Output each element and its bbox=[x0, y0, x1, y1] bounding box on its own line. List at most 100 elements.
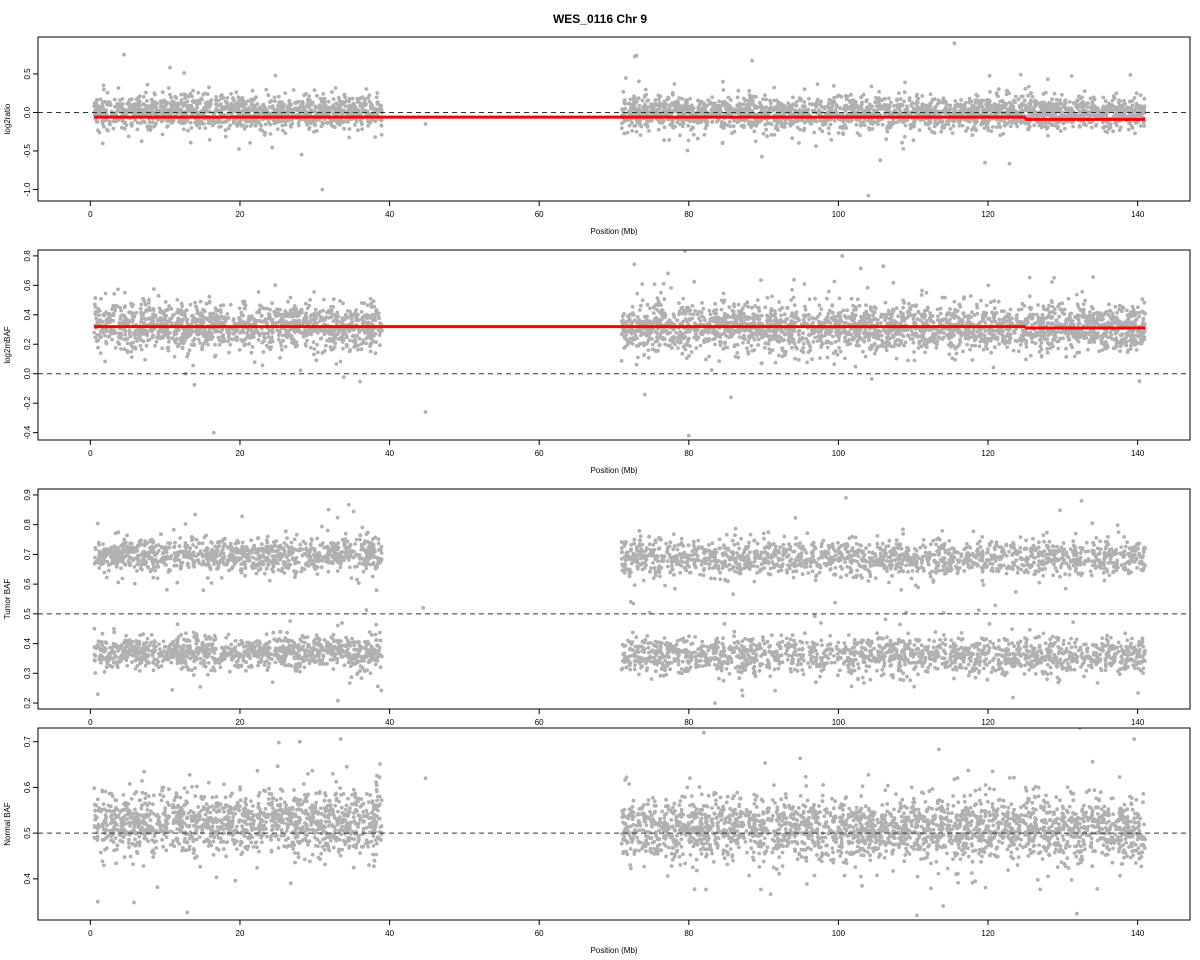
data-point bbox=[138, 343, 143, 348]
data-point bbox=[790, 136, 795, 141]
data-point bbox=[376, 102, 381, 106]
data-point bbox=[932, 107, 936, 111]
data-point bbox=[287, 98, 292, 103]
data-point bbox=[1058, 98, 1062, 103]
data-point bbox=[655, 110, 660, 114]
data-point bbox=[169, 121, 174, 125]
data-point bbox=[1045, 77, 1050, 82]
data-point bbox=[854, 105, 859, 110]
data-point bbox=[366, 123, 371, 128]
data-point bbox=[163, 320, 168, 325]
data-point bbox=[373, 351, 378, 356]
data-point bbox=[206, 337, 210, 342]
data-point bbox=[364, 87, 369, 91]
data-point bbox=[903, 80, 907, 85]
data-point bbox=[178, 110, 183, 114]
data-point bbox=[686, 138, 691, 143]
data-point bbox=[142, 321, 147, 326]
data-point bbox=[122, 52, 126, 57]
data-point bbox=[988, 90, 992, 94]
data-point bbox=[667, 138, 672, 142]
data-point bbox=[910, 101, 915, 105]
data-point bbox=[238, 119, 242, 124]
data-point bbox=[260, 305, 265, 310]
data-point bbox=[332, 328, 337, 333]
data-point bbox=[912, 118, 917, 123]
data-point bbox=[270, 145, 275, 150]
data-point bbox=[104, 108, 109, 113]
data-point bbox=[280, 123, 285, 128]
data-point bbox=[721, 88, 726, 92]
data-point bbox=[245, 331, 250, 336]
data-point bbox=[661, 104, 666, 109]
data-point bbox=[226, 316, 231, 320]
data-point bbox=[163, 300, 168, 304]
data-point bbox=[1003, 101, 1007, 106]
data-point bbox=[118, 105, 122, 110]
data-point bbox=[313, 307, 318, 312]
data-point bbox=[131, 345, 136, 350]
data-point bbox=[632, 94, 636, 99]
data-point bbox=[101, 100, 105, 104]
data-point bbox=[249, 102, 254, 107]
data-point bbox=[128, 310, 133, 315]
data-point bbox=[158, 108, 162, 113]
data-point bbox=[125, 341, 130, 346]
data-point bbox=[1024, 108, 1029, 113]
data-point bbox=[109, 112, 114, 117]
data-point bbox=[336, 330, 341, 335]
data-point bbox=[967, 99, 972, 104]
data-point bbox=[150, 335, 155, 340]
data-point bbox=[122, 313, 127, 318]
data-point bbox=[114, 112, 119, 117]
data-point bbox=[117, 342, 122, 346]
data-point bbox=[169, 321, 174, 325]
data-point bbox=[122, 305, 127, 310]
data-point bbox=[358, 118, 363, 123]
data-point bbox=[141, 311, 146, 316]
data-point bbox=[270, 321, 275, 325]
data-point bbox=[379, 132, 384, 137]
data-point bbox=[267, 105, 272, 109]
data-point bbox=[368, 316, 373, 320]
data-point bbox=[1027, 124, 1032, 129]
data-point bbox=[1122, 99, 1126, 103]
data-point bbox=[141, 316, 146, 320]
data-point bbox=[332, 117, 337, 122]
data-point bbox=[215, 119, 220, 124]
data-point bbox=[941, 96, 946, 101]
data-point bbox=[768, 98, 772, 103]
data-point bbox=[223, 319, 228, 324]
data-point bbox=[143, 108, 147, 113]
data-point bbox=[902, 90, 907, 95]
data-point bbox=[676, 101, 680, 106]
data-point bbox=[1024, 120, 1029, 125]
data-point bbox=[1082, 89, 1087, 93]
data-point bbox=[237, 347, 242, 352]
data-point bbox=[764, 97, 768, 102]
data-point bbox=[254, 107, 259, 112]
data-point bbox=[772, 85, 777, 90]
x-tick-label: 80 bbox=[684, 210, 693, 219]
data-point bbox=[329, 315, 334, 320]
data-point bbox=[359, 342, 363, 346]
data-point bbox=[778, 120, 783, 124]
data-point bbox=[867, 127, 872, 132]
data-point bbox=[759, 118, 763, 123]
data-point bbox=[196, 90, 201, 95]
data-point bbox=[107, 334, 112, 339]
data-point bbox=[788, 123, 793, 128]
data-point bbox=[214, 313, 219, 317]
data-point bbox=[951, 124, 956, 128]
data-point bbox=[1101, 120, 1105, 125]
data-point bbox=[1142, 110, 1147, 115]
data-point bbox=[276, 320, 280, 325]
data-point bbox=[200, 97, 204, 102]
data-point bbox=[100, 119, 105, 123]
data-point bbox=[353, 337, 358, 342]
data-point bbox=[844, 103, 849, 108]
data-point bbox=[855, 118, 860, 123]
data-point bbox=[243, 321, 248, 326]
data-point bbox=[907, 96, 912, 100]
